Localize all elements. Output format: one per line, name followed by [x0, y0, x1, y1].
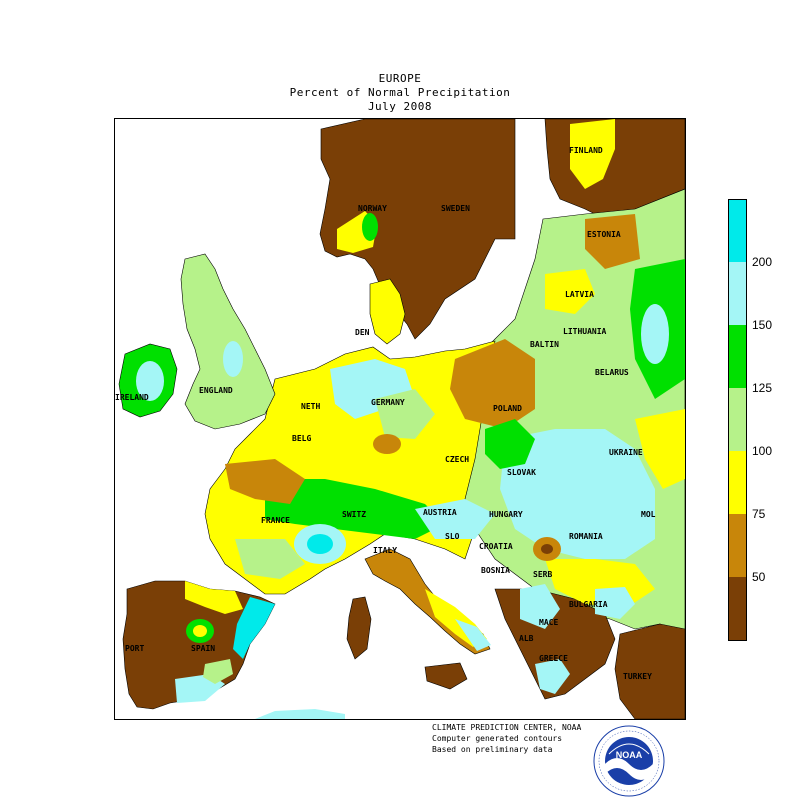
label-romania: ROMANIA	[569, 532, 603, 541]
label-poland: POLAND	[493, 404, 522, 413]
label-belg: BELG	[292, 434, 311, 443]
contour-moldova-yellow	[635, 409, 685, 489]
contour-germany-brown	[373, 434, 401, 454]
label-lithuania: LITHUANIA	[563, 327, 607, 336]
label-greece: GREECE	[539, 654, 568, 663]
label-mace: MACE	[539, 618, 558, 627]
contour-finland-yellow	[570, 119, 615, 189]
label-estonia: ESTONIA	[587, 230, 621, 239]
contour-ukraine-green	[485, 419, 535, 469]
corsica-sardinia-land	[346, 596, 372, 660]
precip-contours	[136, 119, 685, 719]
credits-block: CLIMATE PREDICTION CENTER, NOAA Computer…	[432, 722, 581, 755]
precipitation-map: NORWAY SWEDEN FINLAND ESTONIA LATVIA LIT…	[114, 118, 686, 720]
country-labels: NORWAY SWEDEN FINLAND ESTONIA LATVIA LIT…	[115, 146, 656, 681]
legend-swatch-lt50	[729, 577, 746, 640]
label-austria: AUSTRIA	[423, 508, 457, 517]
label-england: ENGLAND	[199, 386, 233, 395]
contour-spain-south-green	[203, 659, 233, 684]
label-italy: ITALY	[373, 546, 397, 555]
contour-greece-cyan	[535, 659, 570, 694]
contour-latvia-yellow	[545, 269, 595, 314]
label-alb: ALB	[519, 634, 534, 643]
credit-line-2: Computer generated contours	[432, 734, 563, 743]
label-germany: GERMANY	[371, 398, 405, 407]
label-baltin: BALTIN	[530, 340, 559, 349]
label-slo: SLO	[445, 532, 460, 541]
contour-germany-green	[375, 389, 435, 439]
legend-label-50: 50	[752, 570, 766, 584]
legend-swatch-75-100	[729, 451, 746, 514]
contour-serbia-dark	[541, 544, 553, 554]
contour-england-cyan	[223, 341, 243, 377]
contour-poland-brown	[450, 339, 535, 429]
contour-alps-green	[265, 479, 445, 539]
label-turkey: TURKEY	[623, 672, 652, 681]
precip-legend	[728, 199, 747, 641]
label-france: FRANCE	[261, 516, 290, 525]
contour-austria-cyan	[415, 499, 495, 539]
title-period: July 2008	[367, 100, 433, 113]
legend-label-100: 100	[752, 444, 773, 458]
label-sweden: SWEDEN	[441, 204, 470, 213]
legend-label-75: 75	[752, 507, 766, 521]
contour-norway-green	[362, 213, 378, 241]
label-latvia: LATVIA	[565, 290, 594, 299]
label-finland: FINLAND	[569, 146, 603, 155]
legend-swatch-gt200	[729, 200, 746, 262]
label-bulgaria: BULGARIA	[569, 600, 608, 609]
legend-label-200: 200	[752, 255, 773, 269]
label-bosnia: BOSNIA	[481, 566, 510, 575]
label-czech: CZECH	[445, 455, 469, 464]
contour-spain-center-yellow	[193, 625, 207, 637]
contour-switz-cyan-core	[307, 534, 333, 554]
contour-baltic-cyan	[641, 304, 669, 364]
noaa-logo: NOAA	[593, 725, 665, 797]
contour-africa-cyan	[255, 709, 345, 719]
legend-label-125: 125	[752, 381, 773, 395]
label-mol: MOL	[641, 510, 656, 519]
label-slovak: SLOVAK	[507, 468, 536, 477]
contour-ukraine-cyan	[500, 429, 655, 559]
contour-ireland-cyan	[136, 361, 164, 401]
legend-swatch-125-150	[729, 325, 746, 388]
map-title: EUROPE Percent of Normal Precipitation J…	[0, 72, 800, 114]
map-canvas: NORWAY SWEDEN FINLAND ESTONIA LATVIA LIT…	[115, 119, 685, 719]
contour-italy-cyan	[455, 619, 491, 651]
legend-swatch-150-200	[729, 262, 746, 325]
legend-swatch-100-125	[729, 388, 746, 451]
legend-swatch-50-75	[729, 514, 746, 577]
contour-france-south-green	[235, 539, 305, 579]
iberia-land	[122, 580, 276, 710]
title-variable: Percent of Normal Precipitation	[289, 86, 511, 99]
label-hungary: HUNGARY	[489, 510, 523, 519]
label-switz: SWITZ	[342, 510, 366, 519]
label-norway: NORWAY	[358, 204, 387, 213]
label-belarus: BELARUS	[595, 368, 629, 377]
label-port: PORT	[125, 644, 144, 653]
noaa-logo-text: NOAA	[616, 750, 643, 760]
contour-spain-yellow	[185, 581, 243, 614]
label-ireland: IRELAND	[115, 393, 149, 402]
contour-estonia-brown	[585, 214, 640, 269]
title-region: EUROPE	[378, 72, 422, 85]
label-den: DEN	[355, 328, 370, 337]
label-ukraine: UKRAINE	[609, 448, 643, 457]
label-serb: SERB	[533, 570, 552, 579]
scandinavia-land	[319, 119, 516, 340]
credit-line-1: CLIMATE PREDICTION CENTER, NOAA	[432, 723, 582, 732]
label-croatia: CROATIA	[479, 542, 513, 551]
contour-spain-east-cyan	[233, 597, 275, 659]
sicily-land	[424, 662, 468, 690]
contour-bulgaria-cyan	[595, 587, 635, 619]
contour-france-brown	[225, 459, 305, 504]
contour-balkan-cyan	[520, 584, 560, 629]
legend-label-150: 150	[752, 318, 773, 332]
credit-line-3: Based on preliminary data	[432, 745, 553, 754]
label-spain: SPAIN	[191, 644, 215, 653]
great-britain-land	[180, 253, 276, 430]
label-neth: NETH	[301, 402, 320, 411]
turkey-land	[614, 623, 685, 719]
denmark-land	[369, 278, 406, 345]
